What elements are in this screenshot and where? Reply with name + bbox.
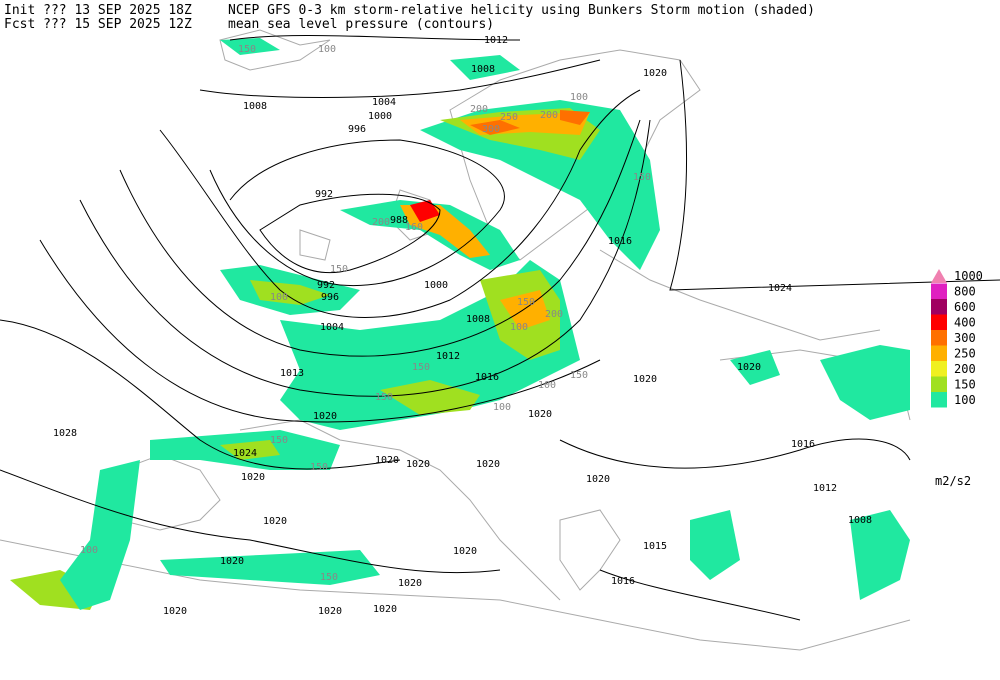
legend-label: 1000: [954, 269, 983, 283]
isobar-label: 1020: [263, 516, 287, 527]
isobar-label: 1020: [375, 455, 399, 466]
legend-swatch: [931, 283, 947, 299]
isobar-label: 988: [390, 215, 408, 226]
isobar-label: 1016: [791, 439, 815, 450]
legend-swatch: [931, 269, 947, 283]
helicity-label: 150: [270, 435, 288, 446]
legend-swatch: [931, 376, 947, 392]
contour-labels: 1012100810041000996992988992996100410001…: [53, 35, 872, 617]
legend-label: 100: [954, 393, 976, 407]
isobar-label: 1016: [475, 372, 499, 383]
legend-label: 200: [954, 362, 976, 376]
isobar-label: 1013: [280, 368, 304, 379]
isobar-label: 996: [348, 124, 366, 135]
isobar-label: 1004: [320, 322, 344, 333]
isobar-label: 1024: [233, 448, 257, 459]
isobar-label: 1020: [476, 459, 500, 470]
isobar-label: 1020: [373, 604, 397, 615]
helicity-label: 100: [318, 44, 336, 55]
isobar-label: 1008: [466, 314, 490, 325]
isobar-label: 1020: [453, 546, 477, 557]
isobar-label: 1028: [53, 428, 77, 439]
legend-label: 250: [954, 347, 976, 361]
isobar-label: 992: [317, 280, 335, 291]
helicity-label: 100: [80, 545, 98, 556]
isobar-label: 1020: [406, 459, 430, 470]
helicity-shading: [10, 38, 910, 610]
isobar-label: 1020: [398, 578, 422, 589]
helicity-label: 200: [540, 110, 558, 121]
helicity-label: 100: [570, 92, 588, 103]
isobar-label: 1015: [643, 541, 667, 552]
isobar-label: 1000: [424, 280, 448, 291]
helicity-label: 150: [570, 370, 588, 381]
map-title: NCEP GFS 0-3 km storm-relative helicity …: [228, 3, 815, 18]
isobar-label: 1020: [528, 409, 552, 420]
helicity-label: 150: [310, 462, 328, 473]
helicity-label: 250: [500, 112, 518, 123]
legend-label: 600: [954, 300, 976, 314]
helicity-label: 100: [510, 322, 528, 333]
isobar-label: 1012: [813, 483, 837, 494]
legend-label: 150: [954, 378, 976, 392]
legend-label: 800: [954, 285, 976, 299]
legend-swatch: [931, 361, 947, 377]
isobar-label: 1020: [318, 606, 342, 617]
helicity-label: 150: [633, 172, 651, 183]
isobars: [0, 35, 1000, 621]
isobar-label: 1020: [220, 556, 244, 567]
isobar-label: 1024: [768, 283, 792, 294]
isobar-label: 1020: [163, 606, 187, 617]
isobar-label: 992: [315, 189, 333, 200]
helicity-label: 100: [270, 292, 288, 303]
isobar-label: 996: [321, 292, 339, 303]
isobar-label: 1020: [241, 472, 265, 483]
isobar-label: 1016: [611, 576, 635, 587]
helicity-label: 300: [482, 124, 500, 135]
isobar-label: 1004: [372, 97, 396, 108]
fcst-line: Fcst ??? 15 SEP 2025 12Z: [4, 17, 192, 32]
helicity-label: 150: [412, 362, 430, 373]
legend-swatch: [931, 299, 947, 315]
helicity-label: 150: [330, 264, 348, 275]
helicity-label: 150: [517, 297, 535, 308]
isobar-label: 1020: [586, 474, 610, 485]
legend-swatch: [931, 392, 947, 408]
isobar-label: 1008: [471, 64, 495, 75]
helicity-label: 200: [372, 217, 390, 228]
legend-units: m2/s2: [935, 474, 971, 488]
helicity-label: 200: [545, 309, 563, 320]
legend-label: 300: [954, 331, 976, 345]
isobar-label: 1008: [848, 515, 872, 526]
map-subtitle: mean sea level pressure (contours): [228, 17, 494, 32]
helicity-label: 150: [375, 392, 393, 403]
legend-swatch: [931, 345, 947, 361]
legend-swatch: [931, 330, 947, 346]
isobar-label: 1020: [633, 374, 657, 385]
helicity-label: 100: [493, 402, 511, 413]
helicity-label: 150: [320, 572, 338, 583]
isobar-label: 1016: [608, 236, 632, 247]
init-line: Init ??? 13 SEP 2025 18Z: [4, 3, 192, 18]
helicity-label: 150: [238, 44, 256, 55]
legend-label: 400: [954, 316, 976, 330]
isobar-label: 1020: [643, 68, 667, 79]
helicity-label: 160: [405, 222, 423, 233]
isobar-label: 1008: [243, 101, 267, 112]
isobar-label: 1020: [313, 411, 337, 422]
helicity-label: 200: [470, 104, 488, 115]
isobar-label: 1000: [368, 111, 392, 122]
isobar-label: 1012: [484, 35, 508, 46]
helicity-label: 100: [538, 380, 556, 391]
isobar-label: 1020: [737, 362, 761, 373]
legend-swatch: [931, 314, 947, 330]
isobar-label: 1012: [436, 351, 460, 362]
